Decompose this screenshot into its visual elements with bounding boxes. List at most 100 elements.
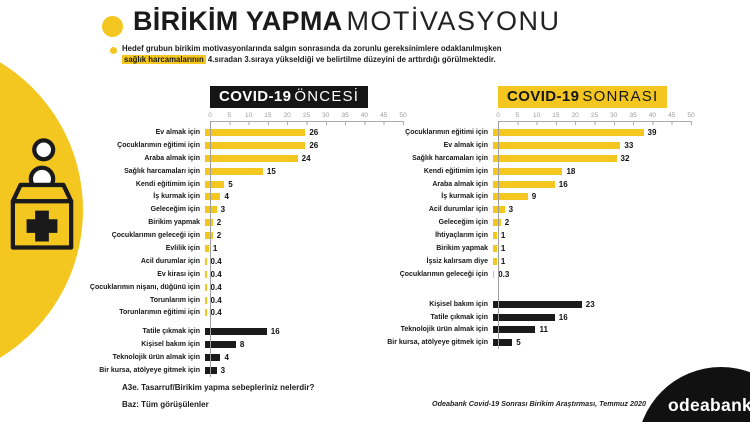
bar <box>205 309 207 317</box>
axis-tick-label: 10 <box>532 112 541 119</box>
axis-tick-label: 50 <box>687 112 695 119</box>
bar-row: Bir kursa, atölyeye gitmek için 5 <box>385 336 730 349</box>
bar-value-label: 18 <box>566 166 576 176</box>
bar-category-label: Acil durumlar için <box>140 257 200 265</box>
x-axis-line-oncesi <box>210 121 404 125</box>
odeabank-logo-text: odeabank <box>668 395 750 415</box>
x-axis-ticks-oncesi: 0 5 10 15 20 25 30 35 40 45 50 <box>208 112 442 121</box>
bar-area: 0.4 <box>205 294 222 307</box>
bar-rows-sonrasi: Çocuklarımın eğitimi için 39 Ev almak için… <box>385 121 730 350</box>
bar-area: 1 <box>205 242 217 255</box>
bar <box>493 270 495 278</box>
bar-area: 3 <box>205 364 225 377</box>
bar-row: Ev almak için 26 <box>97 126 442 139</box>
bar-category-label: Kişisel bakım için <box>429 300 488 308</box>
bar-area: 3 <box>205 203 225 216</box>
bar-category-label: Geleceğim için <box>438 219 488 227</box>
bar-area: 33 <box>493 139 633 152</box>
bar-area: 16 <box>205 325 280 338</box>
bar-value-label: 23 <box>585 299 595 309</box>
bar-category-label: Ev almak için <box>443 141 488 149</box>
bar-area: 18 <box>493 165 575 178</box>
bar-category-label: İhtiyaçlarım için <box>435 232 488 240</box>
bar-category-label: Araba almak için <box>144 154 200 162</box>
footer-source: Odeabank Covid-19 Sonrası Birikim Araştı… <box>432 399 646 408</box>
axis-tick-label: 15 <box>552 112 560 119</box>
bar-category-label: Araba almak için <box>432 180 488 188</box>
chart-title-sonrasi-bold: COVID-19 <box>507 88 580 105</box>
bar-category-label: Tatile çıkmak için <box>430 313 488 321</box>
bar-row: Çocuklarımın nişanı, düğünü için 0.4 <box>90 281 442 294</box>
bar-value-label: 4 <box>224 353 229 363</box>
bar-category-label: Torunlarımın eğitimi için <box>119 309 200 317</box>
bar-row: Kendi eğitimim için 5 <box>97 178 442 191</box>
bar-category-label: Sağlık harcamaları için <box>124 167 200 175</box>
bar-area: 0.4 <box>205 281 222 294</box>
subtitle-highlight: sağlık harcamalarının <box>122 55 206 64</box>
bar-value-label: 26 <box>309 127 319 137</box>
bar-row: Ev almak için 33 <box>385 139 730 152</box>
bar-area: 26 <box>205 126 318 139</box>
bar-area: 1 <box>493 242 505 255</box>
bar-area: 0.4 <box>205 255 222 268</box>
chart-title-sonrasi-light: SONRASI <box>582 88 659 105</box>
bar-row: Çocuklarımın geleceği için 0.3 <box>385 268 730 281</box>
axis-tick-label: 40 <box>648 112 657 119</box>
subtitle-line1: Hedef grubun birikim motivasyonlarında s… <box>122 44 502 53</box>
bar-value-label: 1 <box>500 243 506 253</box>
page-title-bold: BİRİKİM YAPMA <box>133 6 343 36</box>
bar-area: 11 <box>493 323 548 336</box>
bar-category-label: Kişisel bakım için <box>141 341 200 349</box>
bar-value-label: 16 <box>270 327 280 337</box>
bar-row: Araba almak için 16 <box>385 178 730 191</box>
bar-row: Birikim yapmak 2 <box>97 216 442 229</box>
bar <box>493 141 621 149</box>
bar-row: Kendi eğitimim için 18 <box>385 165 730 178</box>
bar-area: 16 <box>493 311 568 324</box>
bar-area: 2 <box>493 216 509 229</box>
bar-value-label: 16 <box>558 312 568 322</box>
axis-tick-label: 45 <box>668 112 676 119</box>
bar-area: 2 <box>205 229 221 242</box>
bar-row: Bir kursa, atölyeye gitmek için 3 <box>97 364 442 377</box>
axis-tick-label: 20 <box>283 112 291 119</box>
bar-row: İş kurmak için 4 <box>97 190 442 203</box>
bar <box>205 296 207 304</box>
bar <box>493 232 497 240</box>
bar-value-label: 0.4 <box>210 295 222 305</box>
bar-value-label: 16 <box>558 179 568 189</box>
bar-row: Evlilik için 1 <box>97 242 442 255</box>
health-savings-box-icon <box>10 138 74 250</box>
bar-category-label: Kendi eğitimim için <box>423 167 488 175</box>
bar-value-label: 11 <box>539 325 548 335</box>
bar <box>493 128 644 136</box>
bar-value-label: 9 <box>531 192 537 202</box>
bar <box>493 313 555 321</box>
bar <box>493 300 582 308</box>
bar <box>205 354 221 362</box>
bar-value-label: 24 <box>301 153 311 163</box>
bar-area: 9 <box>493 190 536 203</box>
bar-area: 39 <box>493 126 656 139</box>
bar-row: Tatile çıkmak için 16 <box>97 325 442 338</box>
axis-tick-label: 25 <box>302 112 311 119</box>
bar-area: 4 <box>205 190 229 203</box>
bar <box>493 193 528 201</box>
bar <box>205 270 207 278</box>
bar-value-label: 5 <box>516 338 521 348</box>
bar-category-label: Çocuklarımın geleceği için <box>399 270 488 278</box>
chart-title-oncesi-light: ÖNCESİ <box>294 88 360 105</box>
bar-row: Acil durumlar için 0.4 <box>97 255 442 268</box>
bar-area: 5 <box>493 336 521 349</box>
odeabank-logo: odeabank <box>637 367 750 422</box>
bar-row: Torunlarım için 0.4 <box>97 294 442 307</box>
bar-category-label: Torunlarım için <box>149 296 200 304</box>
bar-area: 24 <box>205 152 311 165</box>
bar-row: İhtiyaçlarım için 1 <box>385 229 730 242</box>
bar-row: İşsiz kalırsam diye 1 <box>385 255 730 268</box>
axis-tick-label: 15 <box>264 112 272 119</box>
bar-category-label: Bir kursa, atölyeye gitmek için <box>387 339 488 347</box>
bar-row: İş kurmak için 9 <box>385 190 730 203</box>
bar-category-label: Evlilik için <box>165 244 200 252</box>
bar-category-label: Çocuklarımın eğitimi için <box>117 141 200 149</box>
